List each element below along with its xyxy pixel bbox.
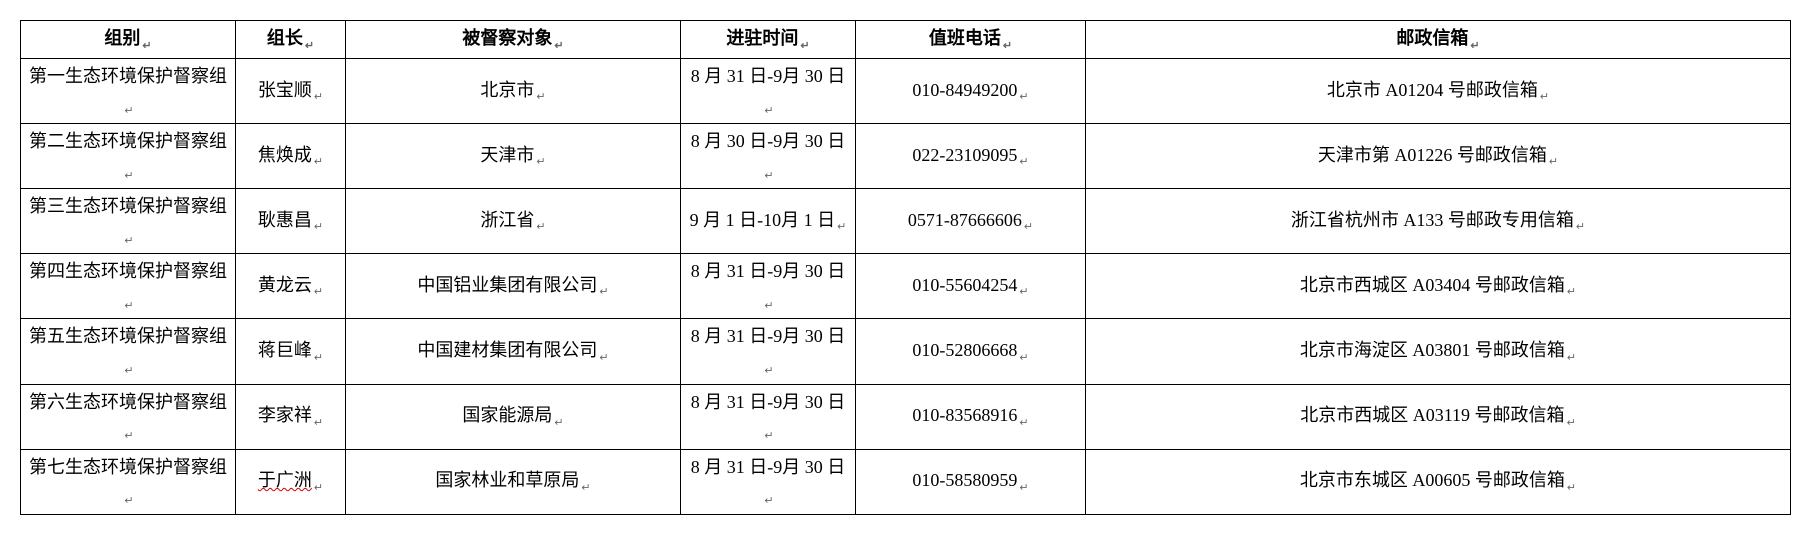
cell-leader: 黄龙云↵ xyxy=(236,254,346,319)
cell-leader: 蒋巨峰↵ xyxy=(236,319,346,384)
table-row: 第六生态环境保护督察组↵李家祥↵国家能源局↵8 月 31 日-9月 30 日↵0… xyxy=(21,384,1791,449)
cell-target: 北京市↵ xyxy=(346,59,681,124)
cell-leader: 焦焕成↵ xyxy=(236,124,346,189)
cell-phone: 010-55604254↵ xyxy=(856,254,1086,319)
cell-leader: 张宝顺↵ xyxy=(236,59,346,124)
cell-date: 8 月 31 日-9月 30 日↵ xyxy=(681,319,856,384)
cell-target: 国家林业和草原局↵ xyxy=(346,449,681,514)
header-phone: 值班电话↵ xyxy=(856,21,1086,59)
cell-target: 天津市↵ xyxy=(346,124,681,189)
header-target: 被督察对象↵ xyxy=(346,21,681,59)
cell-group: 第四生态环境保护督察组↵ xyxy=(21,254,236,319)
cell-target: 浙江省↵ xyxy=(346,189,681,254)
cell-target: 中国铝业集团有限公司↵ xyxy=(346,254,681,319)
cell-leader: 耿惠昌↵ xyxy=(236,189,346,254)
table-row: 第七生态环境保护督察组↵于广洲↵国家林业和草原局↵8 月 31 日-9月 30 … xyxy=(21,449,1791,514)
cell-phone: 0571-87666606↵ xyxy=(856,189,1086,254)
cell-mailbox: 北京市西城区 A03404 号邮政信箱↵ xyxy=(1086,254,1791,319)
cell-target: 国家能源局↵ xyxy=(346,384,681,449)
table-row: 第四生态环境保护督察组↵黄龙云↵中国铝业集团有限公司↵8 月 31 日-9月 3… xyxy=(21,254,1791,319)
cell-phone: 010-84949200↵ xyxy=(856,59,1086,124)
cell-phone: 010-58580959↵ xyxy=(856,449,1086,514)
cell-mailbox: 北京市西城区 A03119 号邮政信箱↵ xyxy=(1086,384,1791,449)
cell-phone: 010-52806668↵ xyxy=(856,319,1086,384)
cell-group: 第一生态环境保护督察组↵ xyxy=(21,59,236,124)
header-group: 组别↵ xyxy=(21,21,236,59)
cell-date: 8 月 31 日-9月 30 日↵ xyxy=(681,384,856,449)
header-mailbox: 邮政信箱↵ xyxy=(1086,21,1791,59)
cell-mailbox: 北京市海淀区 A03801 号邮政信箱↵ xyxy=(1086,319,1791,384)
cell-group: 第三生态环境保护督察组↵ xyxy=(21,189,236,254)
header-leader: 组长↵ xyxy=(236,21,346,59)
cell-group: 第五生态环境保护督察组↵ xyxy=(21,319,236,384)
cell-mailbox: 北京市东城区 A00605 号邮政信箱↵ xyxy=(1086,449,1791,514)
header-date: 进驻时间↵ xyxy=(681,21,856,59)
table-row: 第一生态环境保护督察组↵张宝顺↵北京市↵8 月 31 日-9月 30 日↵010… xyxy=(21,59,1791,124)
table-row: 第五生态环境保护督察组↵蒋巨峰↵中国建材集团有限公司↵8 月 31 日-9月 3… xyxy=(21,319,1791,384)
cell-phone: 022-23109095↵ xyxy=(856,124,1086,189)
cell-date: 9 月 1 日-10月 1 日↵ xyxy=(681,189,856,254)
cell-phone: 010-83568916↵ xyxy=(856,384,1086,449)
cell-date: 8 月 31 日-9月 30 日↵ xyxy=(681,254,856,319)
cell-date: 8 月 30 日-9月 30 日↵ xyxy=(681,124,856,189)
cell-group: 第六生态环境保护督察组↵ xyxy=(21,384,236,449)
inspection-table: 组别↵ 组长↵ 被督察对象↵ 进驻时间↵ 值班电话↵ 邮政信箱↵ 第一生态环境保… xyxy=(20,20,1791,515)
cell-target: 中国建材集团有限公司↵ xyxy=(346,319,681,384)
cell-leader: 于广洲↵ xyxy=(236,449,346,514)
cell-date: 8 月 31 日-9月 30 日↵ xyxy=(681,59,856,124)
cell-group: 第二生态环境保护督察组↵ xyxy=(21,124,236,189)
cell-group: 第七生态环境保护督察组↵ xyxy=(21,449,236,514)
cell-date: 8 月 31 日-9月 30 日↵ xyxy=(681,449,856,514)
cell-mailbox: 北京市 A01204 号邮政信箱↵ xyxy=(1086,59,1791,124)
cell-leader: 李家祥↵ xyxy=(236,384,346,449)
cell-mailbox: 天津市第 A01226 号邮政信箱↵ xyxy=(1086,124,1791,189)
table-row: 第三生态环境保护督察组↵耿惠昌↵浙江省↵9 月 1 日-10月 1 日↵0571… xyxy=(21,189,1791,254)
cell-mailbox: 浙江省杭州市 A133 号邮政专用信箱↵ xyxy=(1086,189,1791,254)
table-body: 第一生态环境保护督察组↵张宝顺↵北京市↵8 月 31 日-9月 30 日↵010… xyxy=(21,59,1791,515)
table-header-row: 组别↵ 组长↵ 被督察对象↵ 进驻时间↵ 值班电话↵ 邮政信箱↵ xyxy=(21,21,1791,59)
table-row: 第二生态环境保护督察组↵焦焕成↵天津市↵8 月 30 日-9月 30 日↵022… xyxy=(21,124,1791,189)
